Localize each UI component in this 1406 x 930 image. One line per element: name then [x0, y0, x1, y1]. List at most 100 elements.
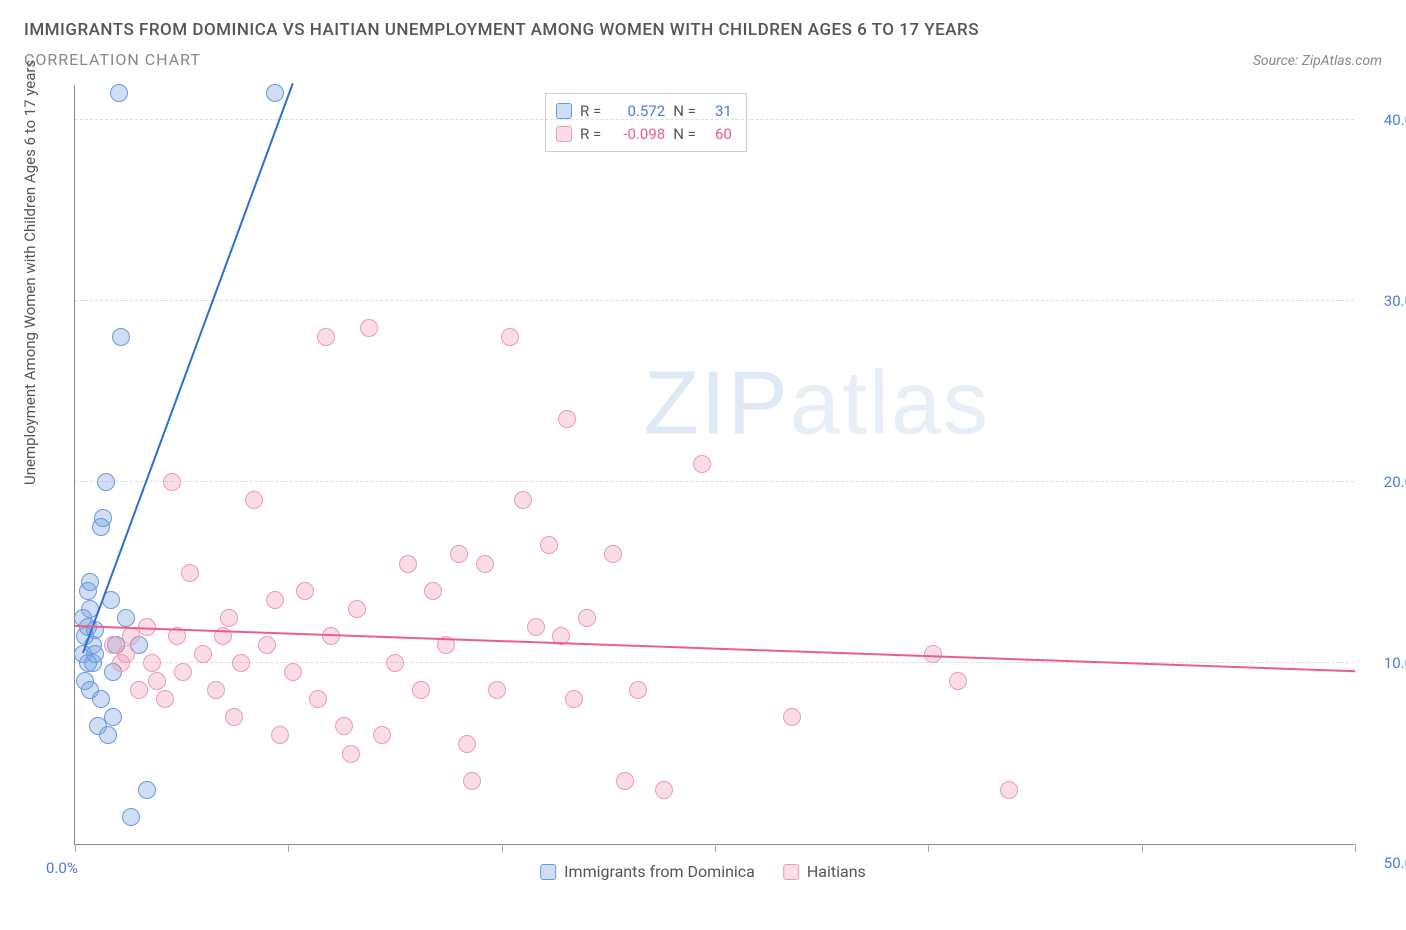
data-point-haitians	[949, 672, 967, 690]
y-tick-label: 20.0%	[1364, 473, 1406, 491]
data-point-haitians	[225, 708, 243, 726]
data-point-haitians	[616, 772, 634, 790]
data-point-haitians	[488, 681, 506, 699]
data-point-haitians	[220, 609, 238, 627]
data-point-haitians	[348, 600, 366, 618]
swatch-dominica	[556, 103, 572, 119]
y-axis-label: Unemployment Among Women with Children A…	[21, 60, 39, 485]
data-point-haitians	[386, 654, 404, 672]
data-point-haitians	[232, 654, 250, 672]
x-tick	[75, 844, 76, 852]
data-point-haitians	[194, 645, 212, 663]
data-point-haitians	[130, 681, 148, 699]
data-point-haitians	[565, 690, 583, 708]
data-point-dominica	[99, 726, 117, 744]
data-point-dominica	[110, 84, 128, 102]
gridline	[75, 481, 1354, 482]
data-point-haitians	[1000, 781, 1018, 799]
plot-area: ZIPatlas R = 0.572 N = 31 R = -0.098 N =…	[74, 85, 1354, 845]
data-point-haitians	[655, 781, 673, 799]
x-tick	[1142, 844, 1143, 852]
legend-label-haitians: Haitians	[807, 862, 866, 881]
stats-row-haitians: R = -0.098 N = 60	[556, 123, 732, 146]
data-point-dominica	[79, 654, 97, 672]
correlation-stats-box: R = 0.572 N = 31 R = -0.098 N = 60	[545, 93, 747, 152]
bottom-legend: Immigrants from Dominica Haitians	[540, 862, 866, 881]
legend-label-dominica: Immigrants from Dominica	[564, 862, 755, 881]
data-point-haitians	[501, 328, 519, 346]
data-point-haitians	[373, 726, 391, 744]
gridline	[75, 119, 1354, 120]
data-point-haitians	[317, 328, 335, 346]
chart-container: Unemployment Among Women with Children A…	[24, 75, 1382, 895]
data-point-haitians	[540, 536, 558, 554]
data-point-haitians	[476, 555, 494, 573]
data-point-dominica	[117, 609, 135, 627]
data-point-dominica	[97, 473, 115, 491]
data-point-haitians	[463, 772, 481, 790]
data-point-dominica	[266, 84, 284, 102]
data-point-haitians	[296, 582, 314, 600]
data-point-haitians	[458, 735, 476, 753]
data-point-haitians	[360, 319, 378, 337]
x-tick	[928, 844, 929, 852]
n-value-haitians: 60	[704, 123, 732, 146]
x-tick	[288, 844, 289, 852]
data-point-haitians	[266, 591, 284, 609]
chart-subtitle: CORRELATION CHART	[24, 50, 201, 69]
data-point-haitians	[335, 717, 353, 735]
data-point-haitians	[258, 636, 276, 654]
data-point-haitians	[271, 726, 289, 744]
legend-item-haitians: Haitians	[783, 862, 866, 881]
data-point-haitians	[112, 654, 130, 672]
data-point-haitians	[399, 555, 417, 573]
data-point-haitians	[924, 645, 942, 663]
watermark: ZIPatlas	[644, 352, 990, 455]
data-point-dominica	[122, 808, 140, 826]
legend-item-dominica: Immigrants from Dominica	[540, 862, 755, 881]
watermark-small: atlas	[790, 353, 990, 453]
chart-title: IMMIGRANTS FROM DOMINICA VS HAITIAN UNEM…	[24, 20, 1382, 40]
data-point-haitians	[783, 708, 801, 726]
x-tick	[502, 844, 503, 852]
watermark-big: ZIP	[644, 353, 790, 453]
data-point-haitians	[181, 564, 199, 582]
legend-swatch-dominica	[540, 864, 556, 880]
x-tick	[715, 844, 716, 852]
data-point-haitians	[163, 473, 181, 491]
data-point-haitians	[148, 672, 166, 690]
gridline	[75, 300, 1354, 301]
y-tick-label: 10.0%	[1364, 654, 1406, 672]
x-tick-zero: 0.0%	[46, 859, 78, 877]
source-prefix: Source:	[1253, 53, 1302, 69]
x-tick-max: 50.0%	[1364, 854, 1406, 872]
data-point-haitians	[309, 690, 327, 708]
data-point-haitians	[629, 681, 647, 699]
swatch-haitians	[556, 126, 572, 142]
data-point-dominica	[81, 681, 99, 699]
r-value-haitians: -0.098	[609, 123, 665, 146]
data-point-haitians	[342, 745, 360, 763]
data-point-haitians	[143, 654, 161, 672]
data-point-haitians	[604, 545, 622, 563]
data-point-haitians	[693, 455, 711, 473]
data-point-haitians	[412, 681, 430, 699]
data-point-haitians	[207, 681, 225, 699]
y-tick-label: 30.0%	[1364, 292, 1406, 310]
source-name: ZipAtlas.com	[1302, 53, 1382, 69]
data-point-dominica	[94, 509, 112, 527]
y-tick-label: 40.0%	[1364, 111, 1406, 129]
legend-swatch-haitians	[783, 864, 799, 880]
data-point-dominica	[81, 573, 99, 591]
data-point-haitians	[558, 410, 576, 428]
data-point-haitians	[156, 690, 174, 708]
r-label: R =	[580, 123, 601, 146]
subtitle-row: CORRELATION CHART Source: ZipAtlas.com	[24, 50, 1382, 69]
data-point-dominica	[112, 328, 130, 346]
source-attribution: Source: ZipAtlas.com	[1253, 53, 1382, 69]
data-point-haitians	[174, 663, 192, 681]
data-point-haitians	[450, 545, 468, 563]
x-tick	[1355, 844, 1356, 852]
data-point-haitians	[578, 609, 596, 627]
data-point-haitians	[284, 663, 302, 681]
